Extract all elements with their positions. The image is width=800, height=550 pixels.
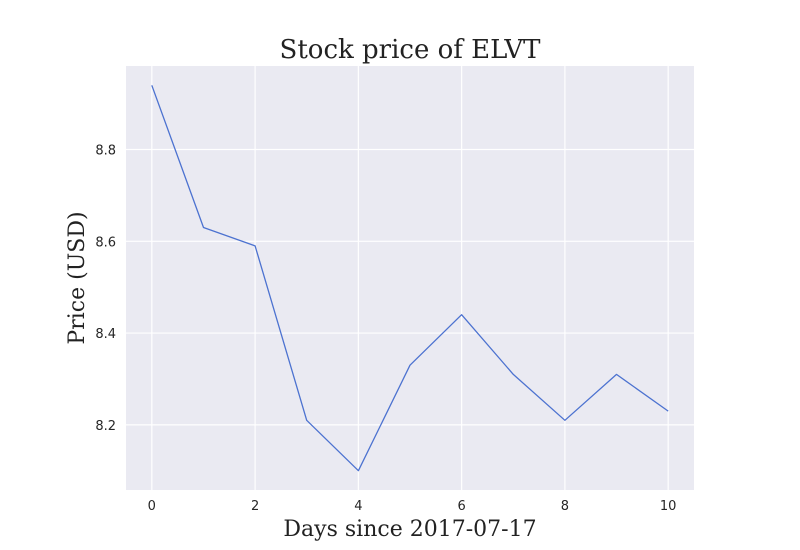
- x-tick-label: 4: [354, 499, 362, 514]
- x-tick-label: 10: [660, 499, 677, 514]
- y-tick-label: 8.2: [95, 419, 116, 434]
- y-tick-label: 8.8: [95, 144, 116, 159]
- y-tick-label: 8.6: [95, 235, 116, 250]
- x-tick-label: 6: [457, 499, 465, 514]
- x-grid: [151, 66, 669, 490]
- plot-area: [126, 66, 694, 490]
- y-grid: [126, 148, 694, 426]
- y-axis-label: Price (USD): [65, 211, 90, 344]
- x-tick-labels: 0 2 4 6 8 10: [148, 499, 677, 514]
- x-axis-label: Days since 2017-07-17: [283, 517, 536, 542]
- y-tick-labels: 8.2 8.4 8.6 8.8: [95, 144, 116, 434]
- x-tick-label: 8: [561, 499, 569, 514]
- chart-title: Stock price of ELVT: [280, 35, 542, 65]
- y-tick-label: 8.4: [95, 327, 116, 342]
- x-tick-label: 2: [251, 499, 259, 514]
- x-tick-label: 0: [148, 499, 156, 514]
- series-line: [151, 85, 669, 472]
